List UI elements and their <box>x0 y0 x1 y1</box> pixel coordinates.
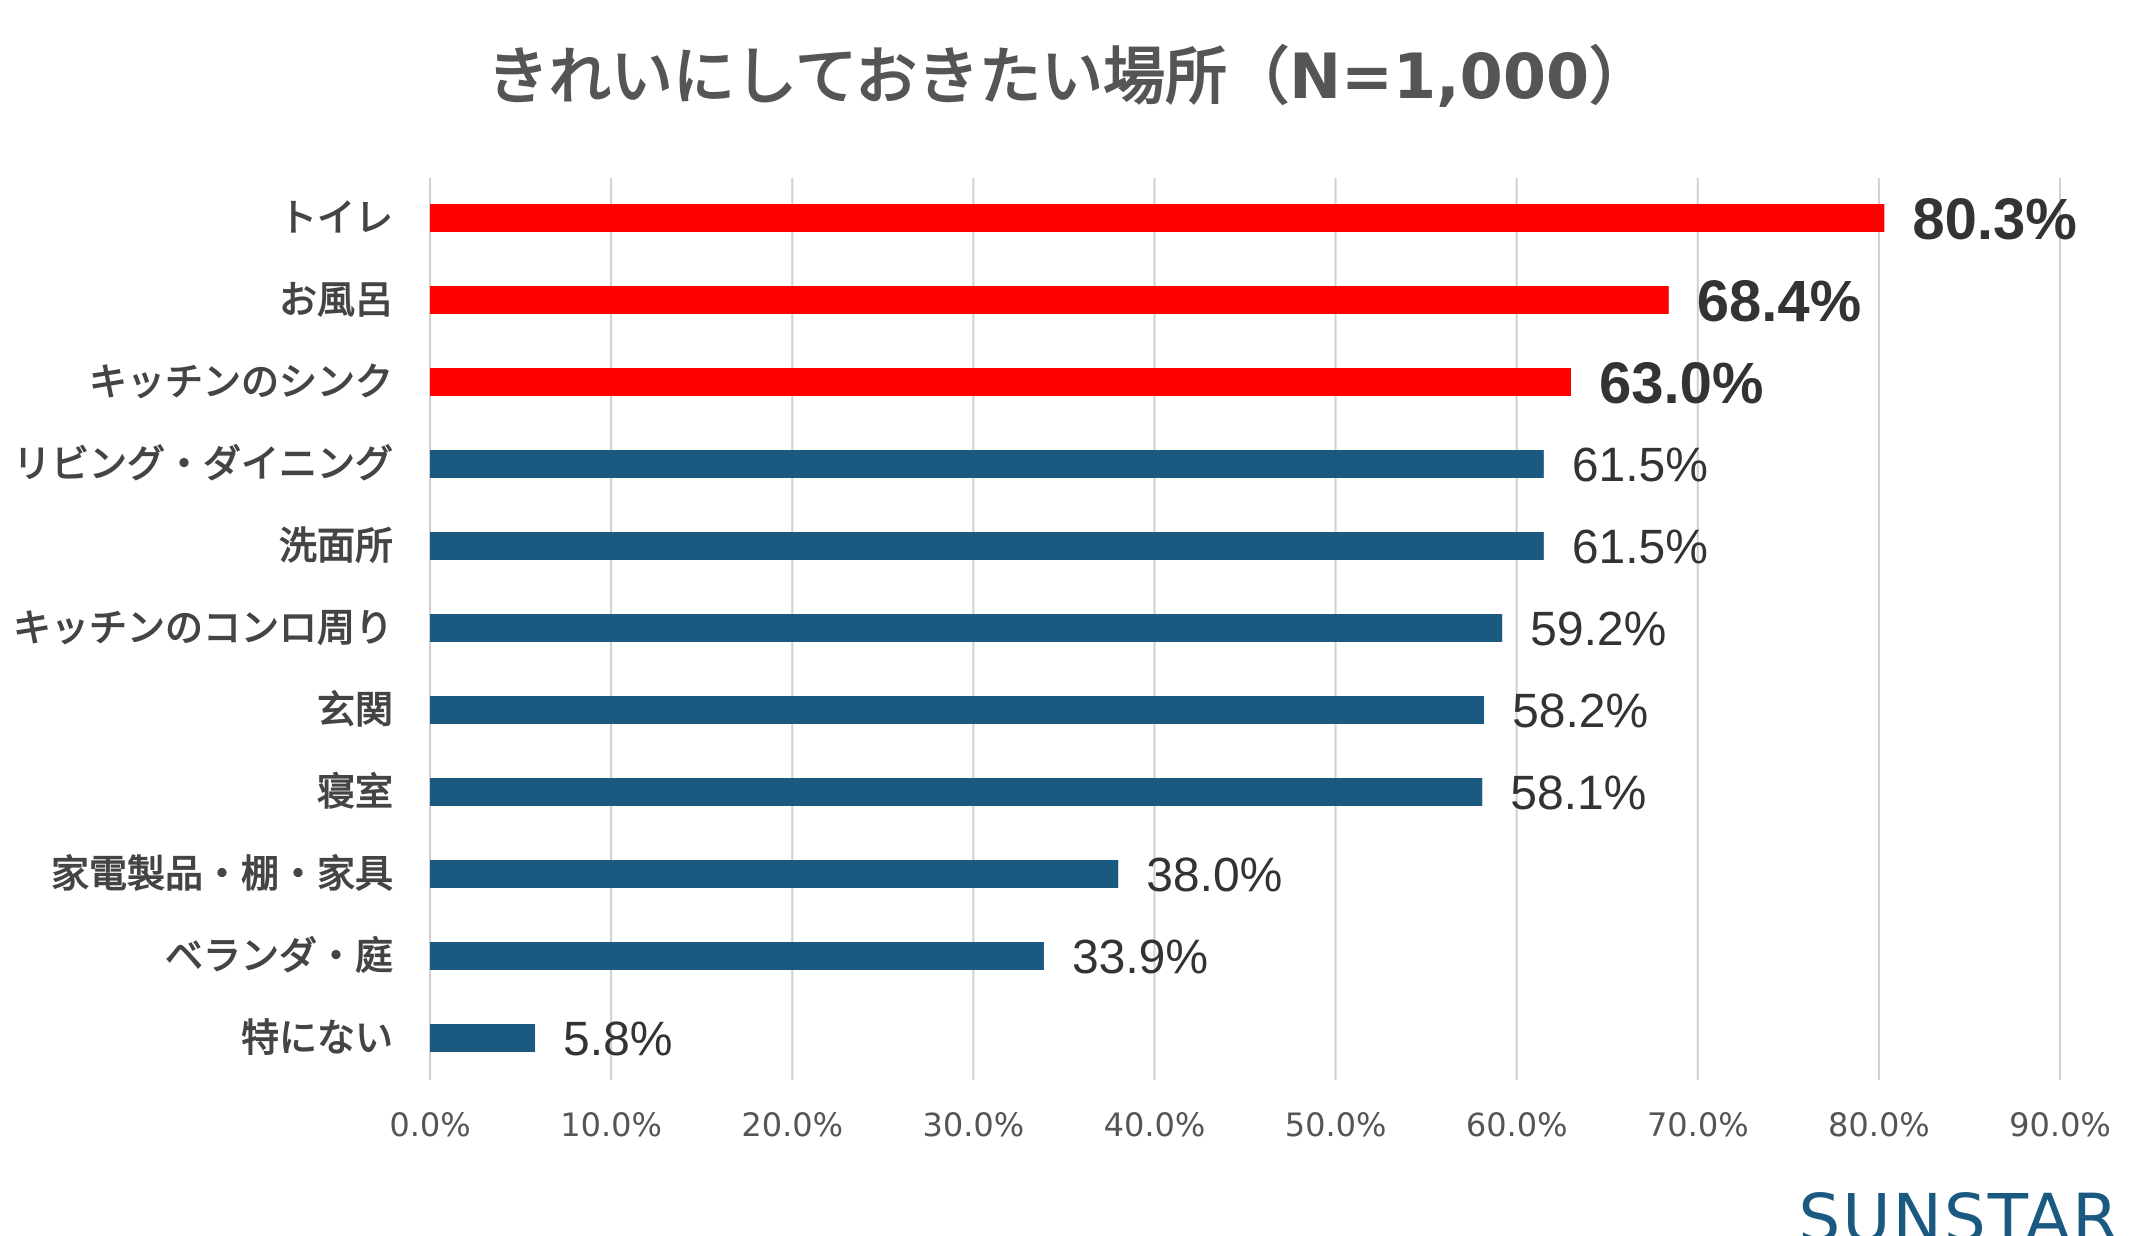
value-label: 61.5% <box>1572 439 1708 492</box>
bar <box>430 450 1544 478</box>
bar <box>430 368 1571 396</box>
category-label: 玄関 <box>317 688 393 732</box>
sunstar-logo: SUNSTAR <box>1798 1180 2120 1236</box>
x-tick-label: 60.0% <box>1466 1106 1568 1144</box>
value-label: 33.9% <box>1072 931 1208 984</box>
category-label: 家電製品・棚・家具 <box>51 852 393 896</box>
bar <box>430 942 1044 970</box>
x-tick-label: 20.0% <box>741 1106 843 1144</box>
bar <box>430 532 1544 560</box>
value-labels: 80.3% 68.4% 63.0% 61.5% 61.5% 59.2% 58.2% 58.1%… <box>563 187 2077 1066</box>
bar <box>430 860 1119 888</box>
bar <box>430 286 1669 314</box>
bar <box>430 204 1885 232</box>
value-label: 58.1% <box>1510 767 1646 820</box>
value-label: 63.0% <box>1599 351 1763 416</box>
chart-title: きれいにしておきたい場所（N=1,000） <box>487 40 1651 113</box>
bars <box>430 204 1885 1052</box>
bar <box>430 614 1503 642</box>
x-tick-label: 40.0% <box>1104 1106 1206 1144</box>
bar <box>430 696 1485 724</box>
category-label: 寝室 <box>317 770 393 814</box>
category-label: トイレ <box>279 196 393 240</box>
x-tick-label: 70.0% <box>1647 1106 1749 1144</box>
category-label: 洗面所 <box>279 524 393 568</box>
category-label: リビング・ダイニング <box>13 442 393 486</box>
value-label: 61.5% <box>1572 521 1708 574</box>
x-tick-label: 50.0% <box>1285 1106 1387 1144</box>
bar <box>430 1024 536 1052</box>
value-label: 68.4% <box>1697 269 1861 334</box>
x-tick-label: 80.0% <box>1828 1106 1930 1144</box>
value-label: 38.0% <box>1146 849 1282 902</box>
category-label: キッチンのシンク <box>89 360 393 404</box>
value-label: 58.2% <box>1512 685 1648 738</box>
x-tick-label: 0.0% <box>389 1106 470 1144</box>
value-label: 80.3% <box>1912 187 2076 252</box>
category-label: お風呂 <box>279 278 393 322</box>
category-label: キッチンのコンロ周り <box>13 606 393 650</box>
x-tick-label: 90.0% <box>2009 1106 2111 1144</box>
category-label: ベランダ・庭 <box>165 934 393 978</box>
x-axis-ticks: 0.0% 10.0% 20.0% 30.0% 40.0% 50.0% 60.0% 70.0% 8… <box>389 1106 2110 1144</box>
category-label: 特にない <box>241 1016 393 1060</box>
category-labels: トイレお風呂キッチンのシンクリビング・ダイニング洗面所キッチンのコンロ周り玄関寝… <box>13 196 393 1060</box>
x-tick-label: 30.0% <box>923 1106 1025 1144</box>
bar <box>430 778 1483 806</box>
x-tick-label: 10.0% <box>560 1106 662 1144</box>
value-label: 59.2% <box>1530 603 1666 656</box>
value-label: 5.8% <box>563 1013 672 1066</box>
